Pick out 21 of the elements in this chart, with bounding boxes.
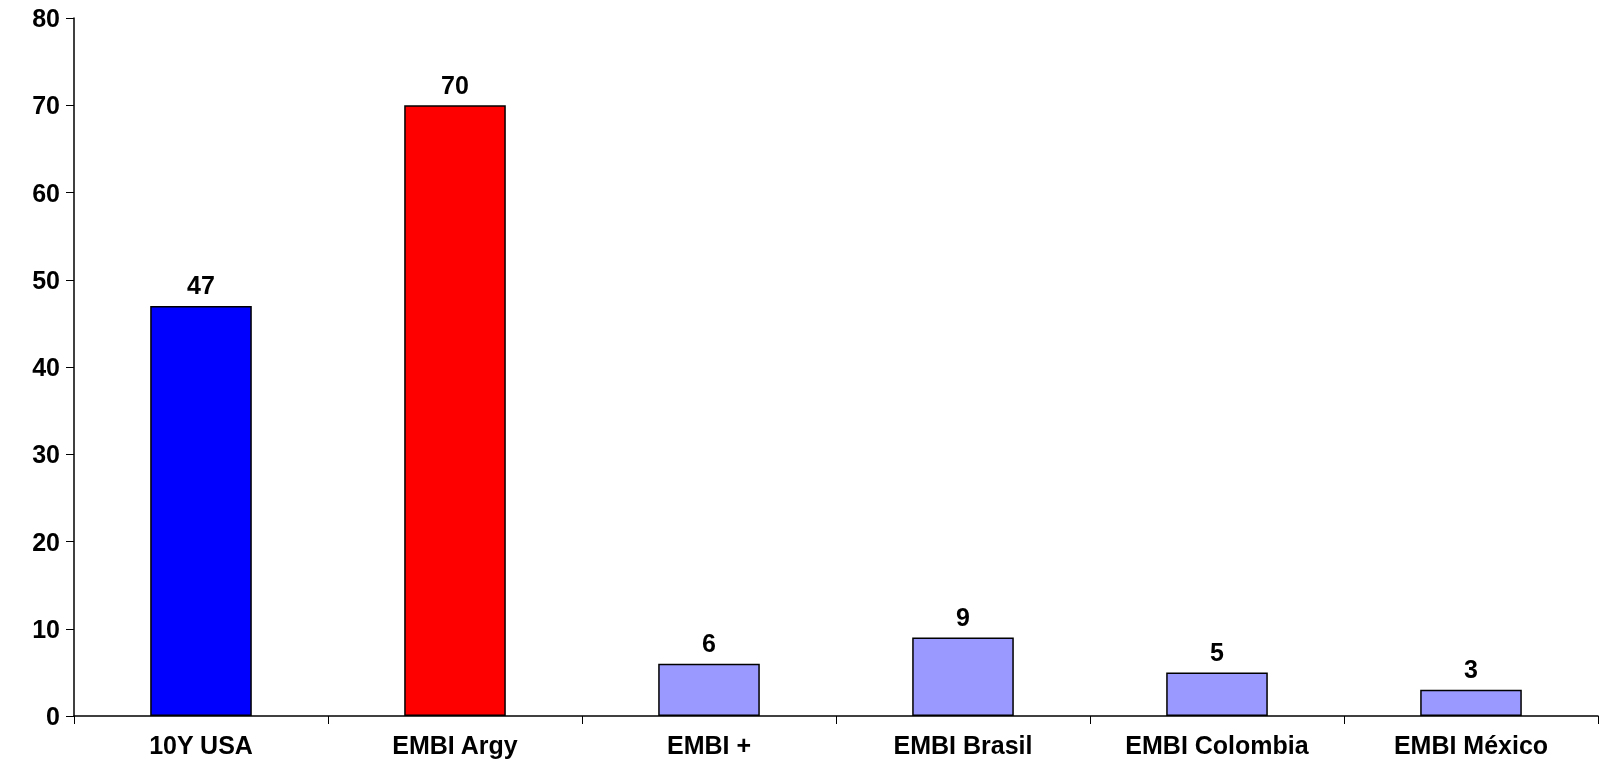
y-tick-label: 70: [32, 91, 60, 120]
data-label: 9: [956, 602, 970, 631]
data-label: 5: [1210, 637, 1225, 666]
y-tick-label: 0: [46, 702, 60, 730]
y-tick-label: 60: [32, 178, 60, 207]
y-tick-label: 20: [32, 527, 60, 556]
y-tick-label: 10: [32, 614, 60, 643]
x-tick-label: EMBI Brasil: [893, 730, 1033, 759]
y-tick-label: 80: [32, 4, 60, 32]
data-label: 47: [187, 271, 215, 300]
x-tick-label: EMBI Argy: [392, 730, 518, 759]
x-tick-label: EMBI México: [1393, 730, 1549, 759]
data-label: 3: [1464, 655, 1478, 684]
data-label: 70: [441, 70, 469, 99]
y-tick-label: 30: [32, 440, 60, 469]
x-tick-label: 10Y USA: [149, 730, 253, 759]
y-tick-label: 40: [32, 353, 60, 381]
data-label: 6: [702, 629, 716, 658]
y-tick-label: 50: [32, 265, 60, 294]
x-tick-label: EMBI Colombia: [1125, 730, 1310, 759]
x-tick-label: EMBI +: [666, 730, 752, 759]
